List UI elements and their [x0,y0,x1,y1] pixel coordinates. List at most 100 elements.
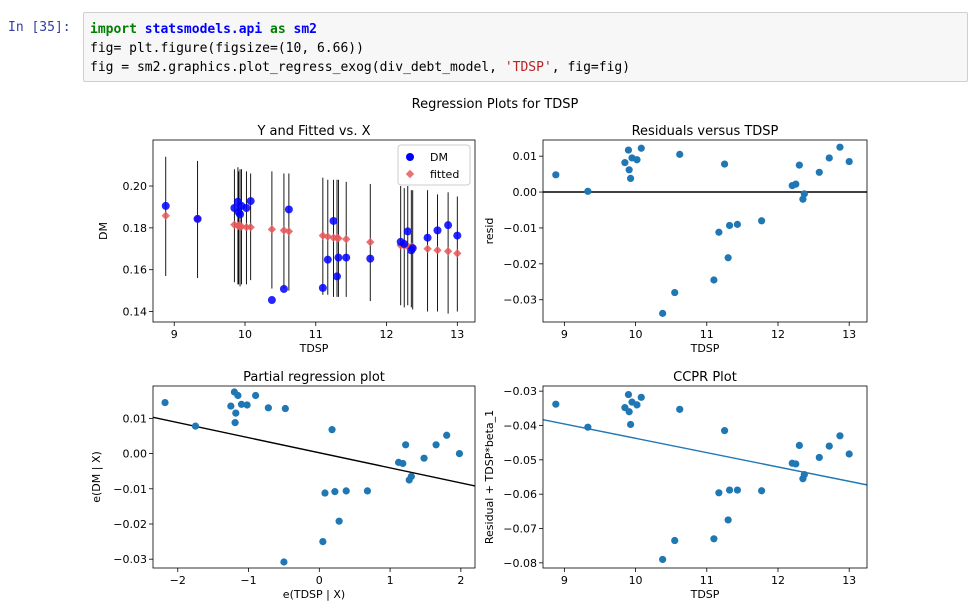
scatter-point [625,166,633,174]
scatter-point [331,488,339,496]
x-tick-label: 10 [629,574,643,587]
scatter-point [633,401,641,409]
scatter-point [815,453,823,462]
scatter-point [621,159,629,167]
keyword-as: as [270,22,286,37]
fitted-point [443,247,453,256]
x-tick-label: 13 [842,328,856,341]
module-alias: sm2 [293,22,317,37]
y-tick-label: 0.18 [123,222,148,235]
fitted-point [433,246,442,255]
panel-title: CCPR Plot [673,370,737,385]
y-tick-label: 0.16 [123,264,148,277]
dm-point [366,254,375,263]
scatter-point [319,537,327,546]
dm-point [453,231,462,240]
dm-point [318,283,327,292]
legend-box [397,144,471,186]
scatter-point [237,400,246,408]
y-tick-label: −0.08 [503,557,537,570]
scatter-point [402,441,410,449]
y-tick-label: −0.05 [503,454,537,467]
scatter-point [725,221,734,230]
scatter-point [800,470,808,479]
scatter-point [342,487,350,495]
y-tick-label: 0.20 [123,180,148,193]
scatter-point [724,254,732,262]
code-line-3-pre: fig = sm2.graphics.plot_regress_exog(div… [90,60,505,75]
scatter-point [795,441,803,450]
scatter-point [321,489,329,497]
dm-point [284,205,293,214]
scatter-point [234,391,242,400]
scatter-point [800,190,808,198]
dm-point [444,221,453,230]
code-cell[interactable]: import statsmodels.api as sm2 fig= plt.f… [83,12,968,82]
panel-title: Partial regression plot [243,370,385,385]
scatter-point [715,489,723,497]
y-tick-label: −0.03 [503,385,537,398]
scatter-point [552,400,560,408]
axes-frame [542,385,868,569]
dm-point [279,284,288,293]
scatter-point [232,409,240,417]
fitted-point [267,225,277,234]
y-axis-label: Residual + TDSP*beta_1 [483,410,496,544]
x-tick-label: 0 [316,574,323,587]
dm-point [400,239,409,248]
x-tick-label: 13 [842,574,856,587]
x-tick-label: 1 [387,574,394,587]
scatter-point [845,157,853,166]
keyword-import: import [90,22,137,37]
code-string-literal: 'TDSP' [504,60,552,75]
scatter-point [335,517,343,525]
cell-prompt: In [35]: [8,20,71,35]
dm-point [242,203,251,212]
panel-1: Y and Fitted vs. X 9 10 11 12 13 0.14 0.16 0.18 0… [97,124,476,355]
scatter-point [659,309,667,317]
panel-data [543,143,867,317]
scatter-point [420,454,428,462]
y-axis-label: resid [483,218,496,245]
dm-point [161,201,170,210]
fitted-point [423,244,432,253]
axes-frame [152,385,476,569]
dm-point [342,253,351,262]
panel-2: Residuals versus TDSP 9 10 11 12 13 −0.03 −0.02… [483,124,868,355]
fitted-point [161,211,170,220]
scatter-point [710,276,718,284]
scatter-point [758,487,766,495]
y-tick-label: 0.00 [513,186,538,199]
scatter-point [724,516,732,524]
scatter-point [825,442,833,450]
scatter-point [407,472,415,481]
scatter-point [443,431,451,439]
fitted-point [237,222,246,231]
axes-frame [152,139,476,323]
scatter-point [792,180,800,188]
scatter-point [363,487,372,495]
module-name: statsmodels.api [144,22,263,37]
panel-3: Partial regression plot −2 −1 0 1 2 −0.03 −0.02… [90,370,476,601]
scatter-point [584,423,592,431]
scatter-point [552,171,560,179]
scatter-point [676,150,684,158]
fitted-point [366,237,375,247]
legend-marker-dm [406,153,414,161]
dm-point [433,226,442,235]
x-axis-label: TDSP [690,342,720,355]
scatter-point [227,402,235,410]
y-tick-label: −0.04 [503,419,537,432]
y-tick-label: 0.00 [123,448,148,461]
scatter-point [710,535,718,543]
scatter-point [795,161,803,169]
scatter-point [715,228,723,236]
panel-data [161,156,462,314]
x-tick-label: 12 [771,328,785,341]
scatter-point [624,390,633,399]
code-line-2: fig= plt.figure(figsize=(10, 6.66)) [90,41,364,56]
x-tick-label: 12 [771,574,785,587]
x-tick-label: −1 [240,574,256,587]
scatter-point [624,146,633,154]
scatter-point [836,432,844,440]
